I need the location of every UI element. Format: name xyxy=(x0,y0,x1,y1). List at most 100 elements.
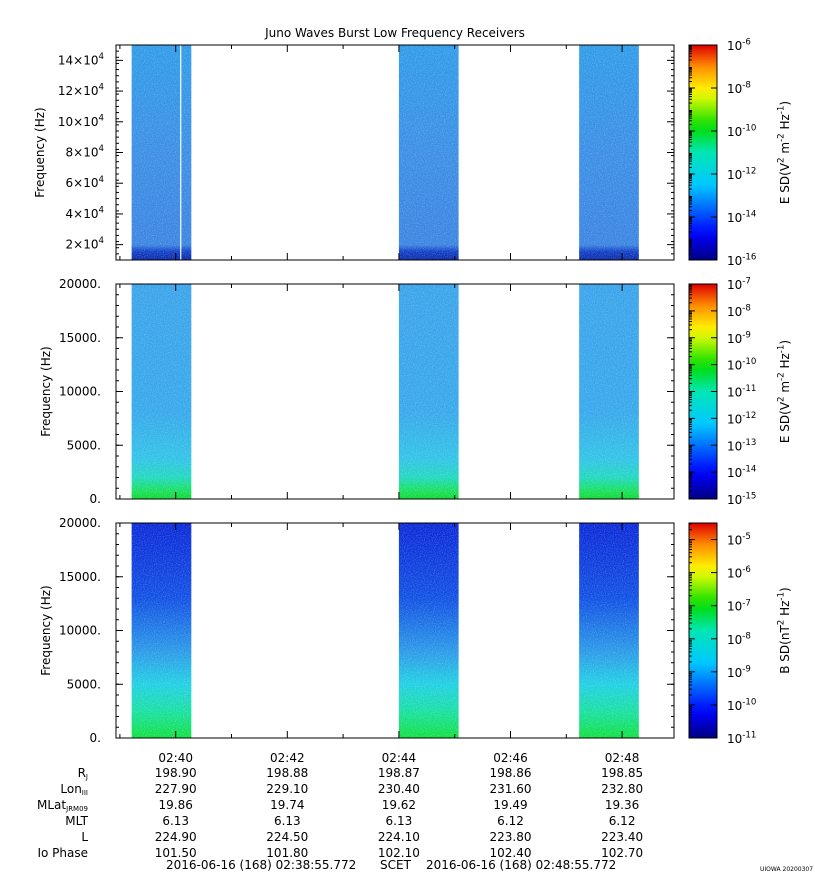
colorbar-tick-label: 10-6 xyxy=(727,565,751,580)
colorbar-tick-label: 10-10 xyxy=(727,357,756,372)
footer-end-time: 2016-06-16 (168) 02:48:55.772 xyxy=(426,858,617,872)
ephemeris-row-label: MLT xyxy=(65,814,88,828)
x-tick-label: 02:46 xyxy=(493,751,528,765)
colorbar-tick-label: 10-15 xyxy=(727,492,756,507)
y-axis-label: Frequency (Hz) xyxy=(39,585,53,676)
ephemeris-value: 102.10 xyxy=(377,846,420,860)
colorbar-tick-label: 10-9 xyxy=(727,330,751,345)
ephemeris-value: 223.80 xyxy=(489,830,532,844)
colorbar-tick-label: 10-8 xyxy=(727,631,751,646)
x-tick-label: 02:40 xyxy=(158,751,193,765)
ephemeris-value: 227.90 xyxy=(154,782,197,796)
spectrogram-block xyxy=(131,45,192,260)
y-tick-label: 0. xyxy=(90,492,101,506)
ephemeris-value: 6.13 xyxy=(385,814,413,828)
colorbar xyxy=(688,44,718,261)
ephemeris-value: 19.86 xyxy=(158,798,193,812)
ephemeris-value: 101.50 xyxy=(154,846,197,860)
ephemeris-value: 19.49 xyxy=(493,798,528,812)
ephemeris-value: 198.90 xyxy=(154,766,197,780)
ephemeris-value: 230.40 xyxy=(377,782,420,796)
ephemeris-row-label: MLatJRM09 xyxy=(37,798,88,813)
ephemeris-value: 19.62 xyxy=(381,798,417,812)
ephemeris-value: 102.70 xyxy=(601,846,644,860)
colorbar-tick-label: 10-16 xyxy=(727,253,756,268)
y-tick-label: 5000. xyxy=(67,438,101,452)
y-tick-label: 2×104 xyxy=(66,236,104,251)
ephemeris-value: 6.13 xyxy=(162,814,190,828)
y-tick-label: 12×104 xyxy=(58,83,104,98)
ephemeris-row-label: Io Phase xyxy=(37,846,88,860)
ephemeris-value: 6.13 xyxy=(273,814,301,828)
colorbar-tick-label: 10-10 xyxy=(727,698,756,713)
y-tick-label: 8×104 xyxy=(66,144,104,159)
y-tick-label: 15000. xyxy=(59,570,101,584)
y-tick-label: 5000. xyxy=(67,677,101,691)
spectrogram-block xyxy=(579,523,639,738)
y-axis-label: Frequency (Hz) xyxy=(33,107,47,198)
ephemeris-value: 6.12 xyxy=(497,814,524,828)
y-tick-label: 4×104 xyxy=(66,206,104,221)
ephemeris-value: 224.50 xyxy=(266,830,309,844)
spectrogram-block xyxy=(398,45,459,260)
x-tick-label: 02:44 xyxy=(382,751,417,765)
ephemeris-value: 19.36 xyxy=(604,798,640,812)
footer-start-time: 2016-06-16 (168) 02:38:55.772 xyxy=(166,858,357,872)
colorbar-tick-label: 10-14 xyxy=(727,210,756,225)
ephemeris-row-label: LonIII xyxy=(60,782,88,797)
spectrogram-block xyxy=(398,284,459,499)
ephemeris-value: 198.88 xyxy=(266,766,309,780)
colorbar xyxy=(688,522,718,739)
footer-scet-label: SCET xyxy=(380,858,411,872)
ephemeris-row-label: RJ xyxy=(77,766,88,781)
spectrogram-block xyxy=(131,523,192,738)
ephemeris-value: 198.87 xyxy=(377,766,420,780)
y-tick-label: 0. xyxy=(90,731,101,745)
colorbar-label: E SD(V2 m-2 Hz-1) xyxy=(777,340,792,443)
x-tick-label: 02:42 xyxy=(270,751,305,765)
colorbar-tick-label: 10-12 xyxy=(727,167,756,182)
y-axis-label: Frequency (Hz) xyxy=(39,346,53,437)
ephemeris-value: 6.12 xyxy=(608,814,636,828)
y-tick-label: 10000. xyxy=(59,385,101,399)
colorbar-label: E SD(V2 m-2 Hz-1) xyxy=(777,101,792,204)
ephemeris-value: 224.10 xyxy=(377,830,420,844)
colorbar-tick-label: 10-5 xyxy=(727,532,751,547)
spectrogram-block xyxy=(579,284,639,499)
colorbar-tick-label: 10-9 xyxy=(727,664,751,679)
ephemeris-value: 223.40 xyxy=(601,830,644,844)
x-tick-label: 02:48 xyxy=(605,751,640,765)
y-tick-label: 10×104 xyxy=(58,113,104,128)
colorbar-tick-label: 10-11 xyxy=(727,384,756,399)
y-tick-label: 10000. xyxy=(59,624,101,638)
spectrogram-block xyxy=(131,284,192,499)
colorbar-label: B SD(nT2 Hz-1) xyxy=(777,587,792,673)
ephemeris-value: 198.86 xyxy=(489,766,532,780)
colorbar-tick-label: 10-8 xyxy=(727,81,751,96)
spectrogram-block xyxy=(579,45,639,260)
colorbar-tick-label: 10-14 xyxy=(727,465,756,480)
y-tick-label: 20000. xyxy=(59,516,101,530)
ephemeris-value: 224.90 xyxy=(154,830,197,844)
chart-title: Juno Waves Burst Low Frequency Receivers xyxy=(264,26,525,40)
colorbar-tick-label: 10-11 xyxy=(727,731,756,746)
ephemeris-value: 101.80 xyxy=(266,846,309,860)
ephemeris-value: 231.60 xyxy=(489,782,532,796)
y-tick-label: 14×104 xyxy=(58,52,104,67)
ephemeris-value: 19.74 xyxy=(270,798,305,812)
colorbar-tick-label: 10-8 xyxy=(727,303,751,318)
ephemeris-value: 229.10 xyxy=(266,782,309,796)
colorbar-tick-label: 10-6 xyxy=(727,38,751,53)
ephemeris-value: 102.40 xyxy=(489,846,532,860)
ephemeris-value: 232.80 xyxy=(601,782,644,796)
ephemeris-value: 198.85 xyxy=(601,766,644,780)
colorbar-tick-label: 10-12 xyxy=(727,411,756,426)
spectrogram-block xyxy=(398,523,459,738)
colorbar-tick-label: 10-7 xyxy=(727,277,751,292)
y-tick-label: 15000. xyxy=(59,331,101,345)
colorbar-tick-label: 10-10 xyxy=(727,124,756,139)
colorbar-tick-label: 10-7 xyxy=(727,598,751,613)
colorbar-tick-label: 10-13 xyxy=(727,438,756,453)
y-tick-label: 6×104 xyxy=(66,175,104,190)
